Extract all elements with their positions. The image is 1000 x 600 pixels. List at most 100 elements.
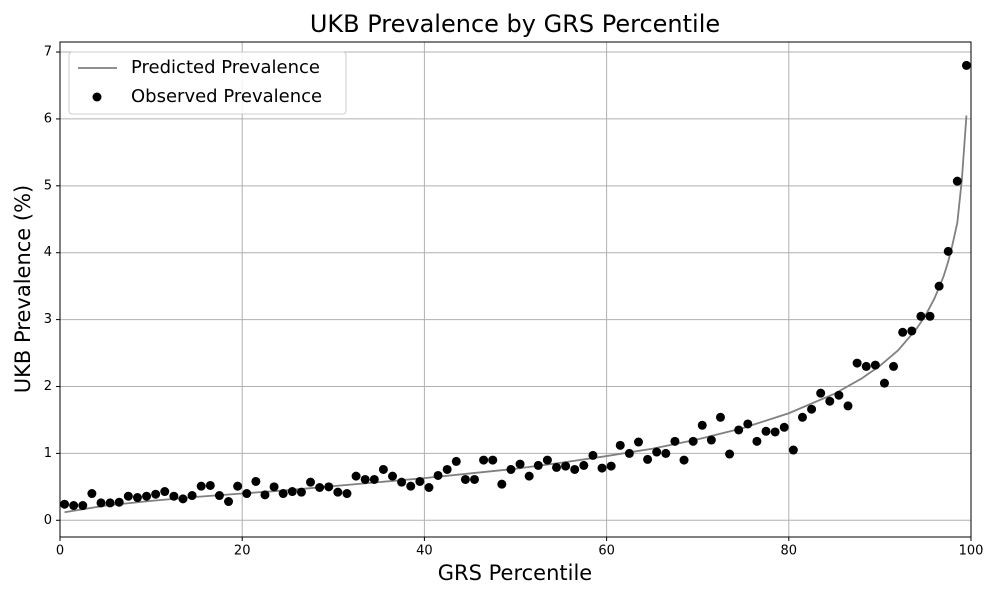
observed-point [515, 459, 525, 469]
observed-point [105, 498, 115, 508]
observed-point [752, 436, 762, 446]
x-axis-label: GRS Percentile [438, 561, 592, 585]
y-tick-label: 4 [44, 245, 52, 260]
observed-point [242, 489, 252, 499]
observed-point [306, 477, 316, 487]
observed-point [87, 489, 97, 499]
observed-point [123, 491, 133, 501]
y-tick-label: 0 [44, 513, 52, 528]
observed-point [470, 474, 480, 484]
observed-point [69, 501, 79, 511]
observed-point [187, 491, 197, 501]
legend-label: Predicted Prevalence [131, 57, 320, 78]
observed-point [898, 327, 908, 337]
observed-point [861, 361, 871, 371]
observed-point [652, 447, 662, 457]
y-tick-label: 6 [44, 111, 52, 126]
observed-point [260, 490, 270, 500]
observed-point [542, 455, 552, 465]
observed-point [889, 361, 899, 371]
observed-point [488, 455, 498, 465]
observed-point [679, 455, 689, 465]
observed-point [324, 482, 334, 492]
y-tick-label: 1 [44, 446, 52, 461]
observed-point [333, 487, 343, 497]
observed-point [779, 422, 789, 432]
observed-point [424, 483, 434, 492]
observed-point [342, 489, 352, 499]
observed-point [160, 487, 170, 497]
observed-point [643, 454, 653, 464]
observed-point [725, 449, 735, 459]
observed-point [96, 498, 106, 508]
y-axis-label: UKB Prevalence (%) [11, 185, 35, 393]
observed-point [315, 483, 325, 492]
observed-point [715, 412, 725, 422]
observed-point [879, 378, 889, 388]
observed-point [460, 474, 470, 484]
observed-point [934, 281, 944, 291]
observed-point [561, 461, 571, 471]
observed-point [269, 482, 279, 492]
observed-point [78, 501, 88, 511]
observed-point [214, 491, 224, 501]
y-tick-label: 5 [44, 178, 52, 193]
observed-point [369, 474, 379, 484]
legend-box [68, 51, 347, 115]
x-tick-label: 100 [959, 544, 984, 559]
x-tick-label: 60 [598, 544, 615, 559]
legend-marker [92, 92, 102, 102]
observed-point [351, 471, 361, 481]
x-tick-label: 0 [56, 544, 64, 559]
observed-point [233, 481, 243, 491]
plot-frame [59, 41, 972, 538]
observed-point [551, 462, 561, 472]
y-tick-label: 7 [44, 45, 52, 60]
observed-point [825, 396, 835, 406]
legend-label: Observed Prevalence [131, 86, 322, 107]
observed-point [506, 464, 516, 474]
observed-point [952, 176, 962, 186]
observed-point [633, 437, 643, 447]
observed-point [624, 448, 634, 458]
observed-point [834, 390, 844, 400]
observed-point [60, 499, 70, 509]
observed-point [797, 412, 807, 422]
observed-point [378, 464, 388, 474]
observed-point [479, 455, 489, 465]
predicted-line [64, 115, 968, 514]
observed-point [296, 487, 306, 497]
observed-point [670, 436, 680, 446]
observed-point [524, 471, 534, 481]
y-tick-label: 3 [44, 312, 52, 327]
observed-point [697, 420, 707, 430]
observed-point [205, 480, 215, 490]
observed-point [433, 470, 443, 480]
chart-title: UKB Prevalence by GRS Percentile [310, 10, 720, 38]
observed-point [497, 479, 507, 489]
observed-point [852, 358, 862, 368]
observed-point [114, 497, 124, 507]
observed-point [278, 489, 288, 499]
observed-point [196, 481, 206, 491]
observed-point [843, 401, 853, 411]
observed-point [251, 476, 261, 486]
observed-point [588, 450, 598, 460]
observed-point [224, 497, 234, 507]
observed-point [397, 477, 407, 487]
x-tick-label: 40 [416, 544, 433, 559]
observed-point [788, 445, 798, 455]
observed-point [142, 491, 152, 501]
observed-point [615, 440, 625, 450]
observed-point [606, 461, 616, 471]
observed-point [870, 360, 880, 370]
observed-point [360, 474, 370, 484]
observed-point [743, 419, 753, 429]
x-tick-label: 80 [781, 544, 798, 559]
observed-point [579, 460, 589, 470]
observed-point [770, 427, 780, 437]
x-tick-label: 20 [234, 544, 251, 559]
observed-point [661, 448, 671, 458]
observed-point [734, 425, 744, 435]
